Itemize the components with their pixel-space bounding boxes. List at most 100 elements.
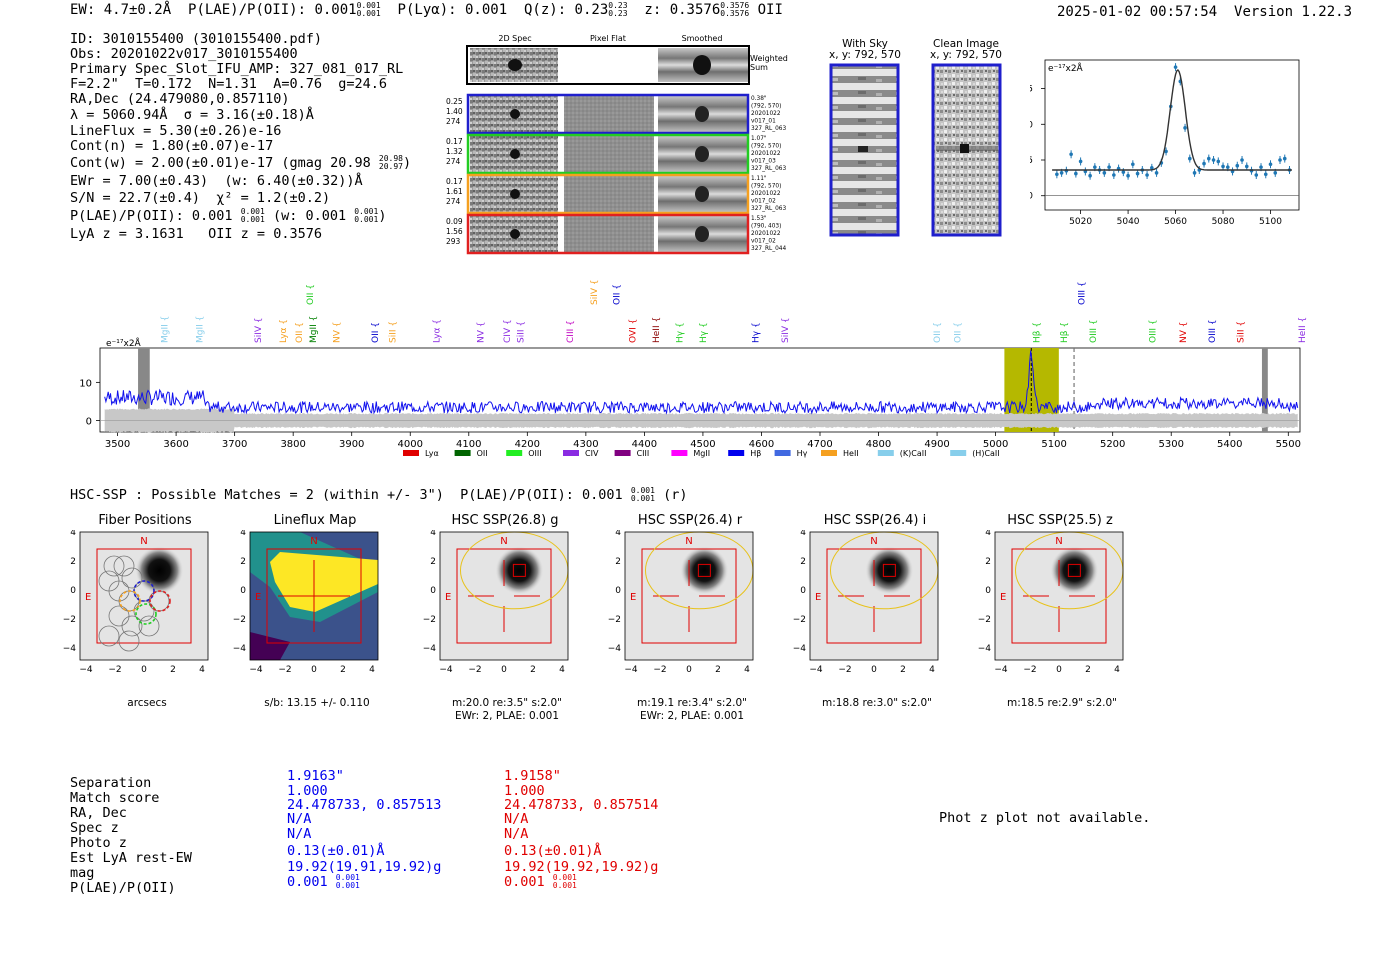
zoom-ytick-label: 5 <box>1030 156 1033 166</box>
aperture-box <box>456 548 552 644</box>
spectrum-legend-label: OIII <box>528 449 541 458</box>
header-qz-range: 0.23 0.23 <box>608 1 628 18</box>
cutout-right-label: 327_RL_063 <box>751 166 786 172</box>
spectrum-xtick-label: 5500 <box>1276 439 1301 450</box>
info-contw: Cont(w) = 2.00(±0.01)e-17 (gmag 20.98 <box>70 155 371 171</box>
cutout-flat <box>564 136 654 172</box>
info-ewr: EWr = 7.00(±0.43) (w: 6.40(±0.32))Å <box>70 173 363 189</box>
with-sky-source <box>858 146 868 152</box>
fiber-circle <box>103 555 125 577</box>
counterpart-box <box>882 563 896 577</box>
hsc-ytick-label: 4 <box>615 530 621 538</box>
hsc-panel-image: N E −4 −4 −2 −2 0 0 2 2 4 4 <box>978 530 1124 675</box>
spectrum-line-label: SiIV { <box>254 317 264 343</box>
match-table-plae-range: 0.001 0.001 <box>552 873 577 890</box>
compass-north: N <box>1055 536 1062 547</box>
hsc-sky <box>440 532 568 660</box>
aperture-box <box>641 548 737 644</box>
spectrum-line-label: SiII { <box>389 321 399 343</box>
hsc-xtick-label: −2 <box>278 665 291 675</box>
hsc-panel-title: HSC SSP(25.5) z <box>1007 513 1113 528</box>
weighted-sum-label: Weighted Sum <box>750 54 788 72</box>
hsc-ytick-label: 0 <box>70 586 76 596</box>
hsc-ytick-label: 0 <box>615 586 621 596</box>
spectrum-upper-label: OII { <box>306 284 316 305</box>
match-table-plae-range: 0.001 0.001 <box>335 873 360 890</box>
info-obs: Obs: 20201022v017_3010155400 <box>70 46 298 62</box>
cutout-flat <box>564 216 654 252</box>
header-ew: EW: 4.7±0.2Å <box>70 2 172 18</box>
cutout-smoothed-source <box>695 186 709 202</box>
cutout-left-label: 0.17 <box>446 177 463 186</box>
hsc-ytick-label: −2 <box>608 615 621 625</box>
hsc-panel-caption: arcsecs <box>127 697 167 709</box>
cutout-right-label: 20201022 <box>751 231 781 237</box>
cutout-right-label: 327_RL_063 <box>751 126 786 132</box>
compass-north: N <box>870 536 877 547</box>
hsc-xtick-label: 0 <box>311 665 317 675</box>
compass-east: E <box>1000 592 1006 603</box>
spectrum-line-label: Hβ { <box>1033 322 1043 343</box>
hsc-ytick-label: 2 <box>430 557 436 567</box>
zoom-point <box>1225 165 1230 169</box>
hsc-xtick-label: −2 <box>108 665 121 675</box>
match-table-value: 19.92(19.91,19.92)g <box>287 859 442 875</box>
match-table-value: 1.000 <box>504 783 545 799</box>
hsc-xtick-label: −2 <box>838 665 851 675</box>
hsc-ytick-label: 0 <box>430 586 436 596</box>
spectrum-line-label: OII { <box>954 322 964 343</box>
phot-z-note: Phot z plot not available. <box>939 810 1151 826</box>
info-primary: Primary Spec_Slot_IFU_AMP: 327_081_017_R… <box>70 61 404 77</box>
info-fparams: F=2.2" T=0.172 N=1.31 A=0.76 g=24.6 <box>70 76 387 92</box>
hsc-panel-frame <box>79 531 209 661</box>
zoom-unit-label: e⁻¹⁷x2Å <box>1048 62 1084 74</box>
header-plae: P(LAE)/P(OII): 0.001 <box>188 2 357 18</box>
hsc-xtick-label: 2 <box>1085 665 1091 675</box>
hsc-ytick-label: 4 <box>800 530 806 538</box>
zoom-point <box>1188 156 1192 161</box>
match-table-value: N/A <box>504 826 529 842</box>
zoom-point <box>1259 165 1263 169</box>
compass-east: E <box>255 592 261 603</box>
lineflux-peak <box>270 552 378 612</box>
info-plae: P(LAE)/P(OII): 0.001 <box>70 208 233 224</box>
cutout-right-label: 1.11" <box>751 176 767 182</box>
match-table-value: 24.478733, 0.857513 <box>287 797 442 813</box>
zoom-point <box>1135 171 1140 176</box>
cutout-2d-source <box>510 109 520 119</box>
hsc-panel-image: N E −4 −4 −2 −2 0 0 2 2 4 4 <box>608 530 754 675</box>
hsc-panel-image: N E −4 −4 −2 −2 0 0 2 2 4 4 <box>793 530 939 675</box>
cutout-left-label: 1.32 <box>446 147 463 156</box>
hsc-xtick-label: 2 <box>900 665 906 675</box>
cutout-right-label: 1.53" <box>751 216 767 222</box>
compass-north: N <box>685 536 692 547</box>
hsc-sky <box>625 532 753 660</box>
match-table-label: Separation <box>70 775 152 791</box>
zoom-point <box>1078 159 1083 164</box>
spectrum-legend-swatch <box>821 450 837 456</box>
spectrum-legend-label: (H)CaII <box>972 449 999 458</box>
hsc-ytick-label: −2 <box>423 615 436 625</box>
hsc-ytick-label: 4 <box>985 530 991 538</box>
spectrum-xtick-label: 4800 <box>866 439 891 450</box>
spectrum-legend-label: Lyα <box>425 449 439 458</box>
spectrum-line-label: OIII { <box>1208 319 1218 343</box>
zoom-point <box>1074 171 1078 176</box>
hsc-panel-caption: m:19.1 re:3.4" s:2.0" <box>637 697 747 709</box>
cutout-smoothed-source <box>695 226 709 242</box>
spectrum-line-label: SiII { <box>516 321 526 343</box>
zoom-point <box>1278 158 1282 162</box>
match-table-value: 0.001 0.001 0.001 <box>504 873 577 891</box>
cutout-2d-source <box>510 149 520 159</box>
zoom-point <box>1254 173 1259 177</box>
hsc-ytick-label: 4 <box>430 530 436 538</box>
cutout-right-label: 0.38" <box>751 96 767 102</box>
hsc-ytick-label: 2 <box>615 557 621 567</box>
info-lyaz: LyA z = 3.1631 OII z = 0.3576 <box>70 226 322 242</box>
zoom-fit-curve <box>1052 68 1292 171</box>
spectrum-xtick-label: 4200 <box>515 439 540 450</box>
spectrum-line-label: Hγ { <box>676 322 686 343</box>
match-table-value: 19.92(19.92,19.92)g <box>504 859 659 875</box>
zoom-point <box>1121 170 1126 174</box>
cutout-left-label: 0.25 <box>446 97 463 106</box>
